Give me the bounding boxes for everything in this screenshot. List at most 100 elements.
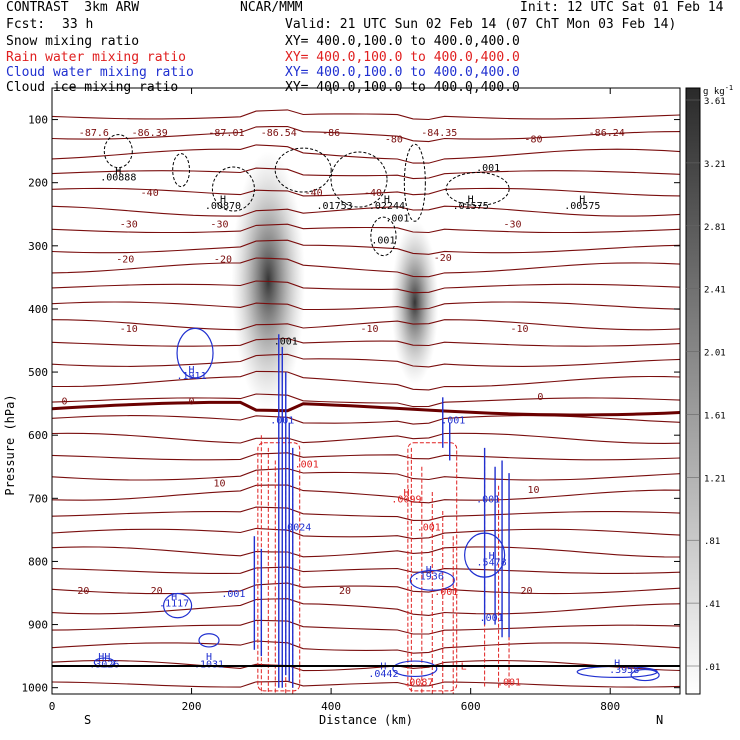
isotherm-22 — [52, 527, 680, 540]
field-snow-xy: XY= 400.0,100.0 to 400.0,400.0 — [285, 34, 520, 49]
y-tick-label-1: 200 — [28, 177, 48, 190]
isotherm-label-14: -30 — [504, 220, 522, 231]
y-tick-label-8: 900 — [28, 619, 48, 632]
y-tick-label-2: 300 — [28, 240, 48, 253]
isotherm-label-20: -10 — [510, 324, 528, 335]
extremum-label-19: .001 — [295, 460, 319, 471]
extremum-label-27: H — [426, 565, 432, 576]
y-tick-label-7: 800 — [28, 555, 48, 568]
init-time: Init: 12 UTC Sat 01 Feb 14 — [520, 0, 724, 15]
colorbar-label-3: 1.21 — [704, 474, 726, 484]
snow-plume-1 — [391, 220, 439, 385]
colorbar-label-7: 2.81 — [704, 223, 726, 233]
isotherm-6 — [52, 223, 680, 234]
isotherm-8 — [52, 257, 680, 278]
cloud-water-cell-2 — [198, 633, 220, 648]
cloud-ice-contours — [103, 134, 510, 257]
rain-envelope-1 — [407, 442, 458, 692]
x-tick-label-2: 400 — [321, 700, 341, 713]
extremum-label-18: .001 — [441, 415, 465, 426]
snow-plume-0 — [231, 151, 306, 410]
extremum-label-32: .001 — [221, 589, 245, 600]
cloud-water-cell-8 — [630, 668, 660, 682]
cloud-water-cell-0 — [176, 327, 214, 379]
extremum-label-40: L — [461, 662, 467, 673]
colorbar-unit-base: g kg — [703, 87, 725, 97]
isotherm-1 — [52, 125, 680, 143]
extremum-label-4: .01753 — [317, 201, 353, 212]
field-rain-name: Rain water mixing ratio — [6, 50, 187, 65]
extremum-label-42: .001 — [497, 677, 521, 688]
ice-contour-3 — [274, 147, 332, 193]
isotherm-label-10: -40 — [305, 188, 323, 199]
extremum-label-17: .001 — [270, 415, 294, 426]
isotherm-label-1: -86.39 — [132, 128, 168, 139]
colorbar — [685, 87, 701, 695]
colorbar-label-5: 2.01 — [704, 349, 726, 359]
extremum-label-39: .0442 — [368, 669, 398, 680]
isotherm-7 — [52, 239, 680, 255]
extremum-label-13: .00575 — [564, 201, 600, 212]
isotherm-label-6: -84.35 — [421, 128, 457, 139]
isotherm-17 — [52, 432, 680, 444]
x-end-left: S — [84, 713, 91, 727]
extremum-label-26: .5478 — [477, 557, 507, 568]
isotherm-label-0: -87.6 — [79, 128, 109, 139]
x-axis-title: Distance (km) — [319, 713, 413, 727]
colorbar-label-0: .01 — [704, 663, 720, 673]
org-label: NCAR/MMM — [240, 0, 303, 15]
isotherm-4 — [52, 187, 680, 197]
colorbar-label-9: 3.61 — [704, 97, 726, 107]
extremum-label-41: .0087 — [403, 677, 433, 688]
extremum-label-28: .1936 — [414, 571, 444, 582]
isotherm-label-23: 0 — [537, 392, 543, 403]
extremum-label-2: H — [220, 194, 226, 205]
isotherm-28 — [52, 640, 680, 654]
isotherm-9 — [52, 280, 680, 294]
extremum-label-23: .001 — [476, 494, 500, 505]
extremum-label-11: .01575 — [453, 201, 489, 212]
extremum-label-24: .0024 — [281, 523, 311, 534]
isotherm-23 — [52, 546, 680, 558]
y-tick-label-4: 500 — [28, 366, 48, 379]
extremum-label-31: .1117 — [159, 598, 189, 609]
y-tick-label-3: 400 — [28, 303, 48, 316]
extremum-label-21: .0099 — [391, 494, 421, 505]
extremum-label-6: .02244 — [369, 201, 405, 212]
model-title: CONTRAST 3km ARW — [6, 0, 140, 15]
ice-contour-7 — [370, 216, 397, 257]
isotherm-21 — [52, 506, 680, 521]
isotherm-10 — [52, 301, 680, 311]
colorbar-label-2: .81 — [704, 537, 720, 547]
extremum-label-7: .001 — [385, 213, 409, 224]
y-tick-label-0: 100 — [28, 114, 48, 127]
ice-contour-1 — [172, 153, 190, 188]
isotherm-30 — [52, 680, 680, 688]
extremum-label-22: .001 — [417, 523, 441, 534]
ice-contour-6 — [445, 172, 510, 206]
isotherm-2 — [52, 144, 680, 164]
x-tick-label-0: 0 — [49, 700, 56, 713]
extremum-label-1: .00888 — [100, 172, 136, 183]
field-cloud-water-name: Cloud water mixing ratio — [6, 65, 194, 80]
extremum-label-5: H — [384, 194, 390, 205]
extremum-label-10: H — [468, 194, 474, 205]
isotherm-label-22: 0 — [189, 396, 195, 407]
colorbar-unit: g kg-1 — [703, 84, 733, 97]
isotherm-5 — [52, 205, 680, 217]
isotherm-label-3: -86.54 — [261, 128, 297, 139]
extremum-label-36: H — [206, 652, 212, 663]
extremum-label-14: .001 — [274, 337, 298, 348]
snow-shading-layer — [231, 151, 439, 410]
isotherm-label-4: -86 — [322, 128, 340, 139]
x-end-right: N — [656, 713, 663, 727]
axes: 0 200 400 600 800100200300400500600700800900… — [22, 88, 680, 713]
isotherm-label-15: -20 — [116, 254, 134, 265]
extremum-label-20: H — [403, 488, 409, 499]
extremum-label-15: H — [189, 365, 195, 376]
freezing-level — [52, 400, 680, 417]
isotherm-label-29: 20 — [520, 586, 532, 597]
field-rain-xy: XY= 400.0,100.0 to 400.0,400.0 — [285, 50, 520, 65]
isotherm-13 — [52, 353, 680, 368]
